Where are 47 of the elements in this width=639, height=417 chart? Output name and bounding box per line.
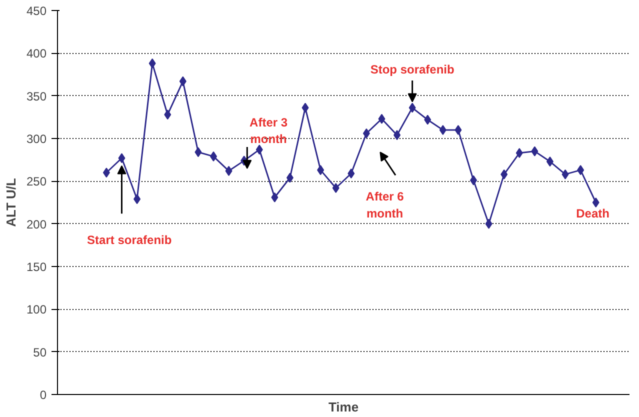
annotation: After 3 month xyxy=(250,115,288,146)
point xyxy=(348,168,355,178)
point xyxy=(500,169,508,180)
point xyxy=(546,156,554,167)
point xyxy=(516,148,523,158)
annotation: Start sorafenib xyxy=(87,233,172,248)
point xyxy=(394,130,401,140)
point xyxy=(302,102,309,113)
y-tick-label: 450 xyxy=(26,4,47,18)
annotation: Death xyxy=(576,206,610,221)
point xyxy=(439,124,446,135)
point xyxy=(148,58,156,68)
point xyxy=(194,147,202,158)
point xyxy=(225,166,232,176)
point xyxy=(286,172,294,183)
point xyxy=(164,110,172,120)
point xyxy=(424,114,432,125)
y-tick-label: 300 xyxy=(26,132,47,146)
point xyxy=(577,165,584,176)
point xyxy=(408,102,416,113)
annotation: Stop sorafenib xyxy=(370,62,454,76)
point xyxy=(562,169,569,180)
y-tick-label: 200 xyxy=(26,217,47,232)
annotation: After 6 month xyxy=(366,190,404,220)
point xyxy=(332,182,340,193)
x-axis-title: Time xyxy=(328,400,359,414)
point xyxy=(179,76,186,86)
point xyxy=(317,165,324,176)
point xyxy=(485,218,492,229)
y-tick-label: 350 xyxy=(26,89,47,104)
point xyxy=(531,146,538,156)
point xyxy=(102,168,110,178)
y-tick-label: 0 xyxy=(40,388,47,402)
y-tick-label: 400 xyxy=(26,46,47,61)
y-tick-label: 50 xyxy=(33,345,47,360)
point xyxy=(271,192,278,202)
point xyxy=(454,124,462,135)
point xyxy=(118,153,126,164)
y-tick-label: 150 xyxy=(26,260,47,274)
point xyxy=(378,114,386,124)
y-tick-label: 100 xyxy=(26,302,47,317)
y-tick-label: 250 xyxy=(26,174,47,189)
point xyxy=(592,198,600,208)
point xyxy=(362,128,370,138)
point xyxy=(256,144,263,155)
point xyxy=(134,194,141,204)
y-axis-title: ALT U/L xyxy=(3,178,18,227)
